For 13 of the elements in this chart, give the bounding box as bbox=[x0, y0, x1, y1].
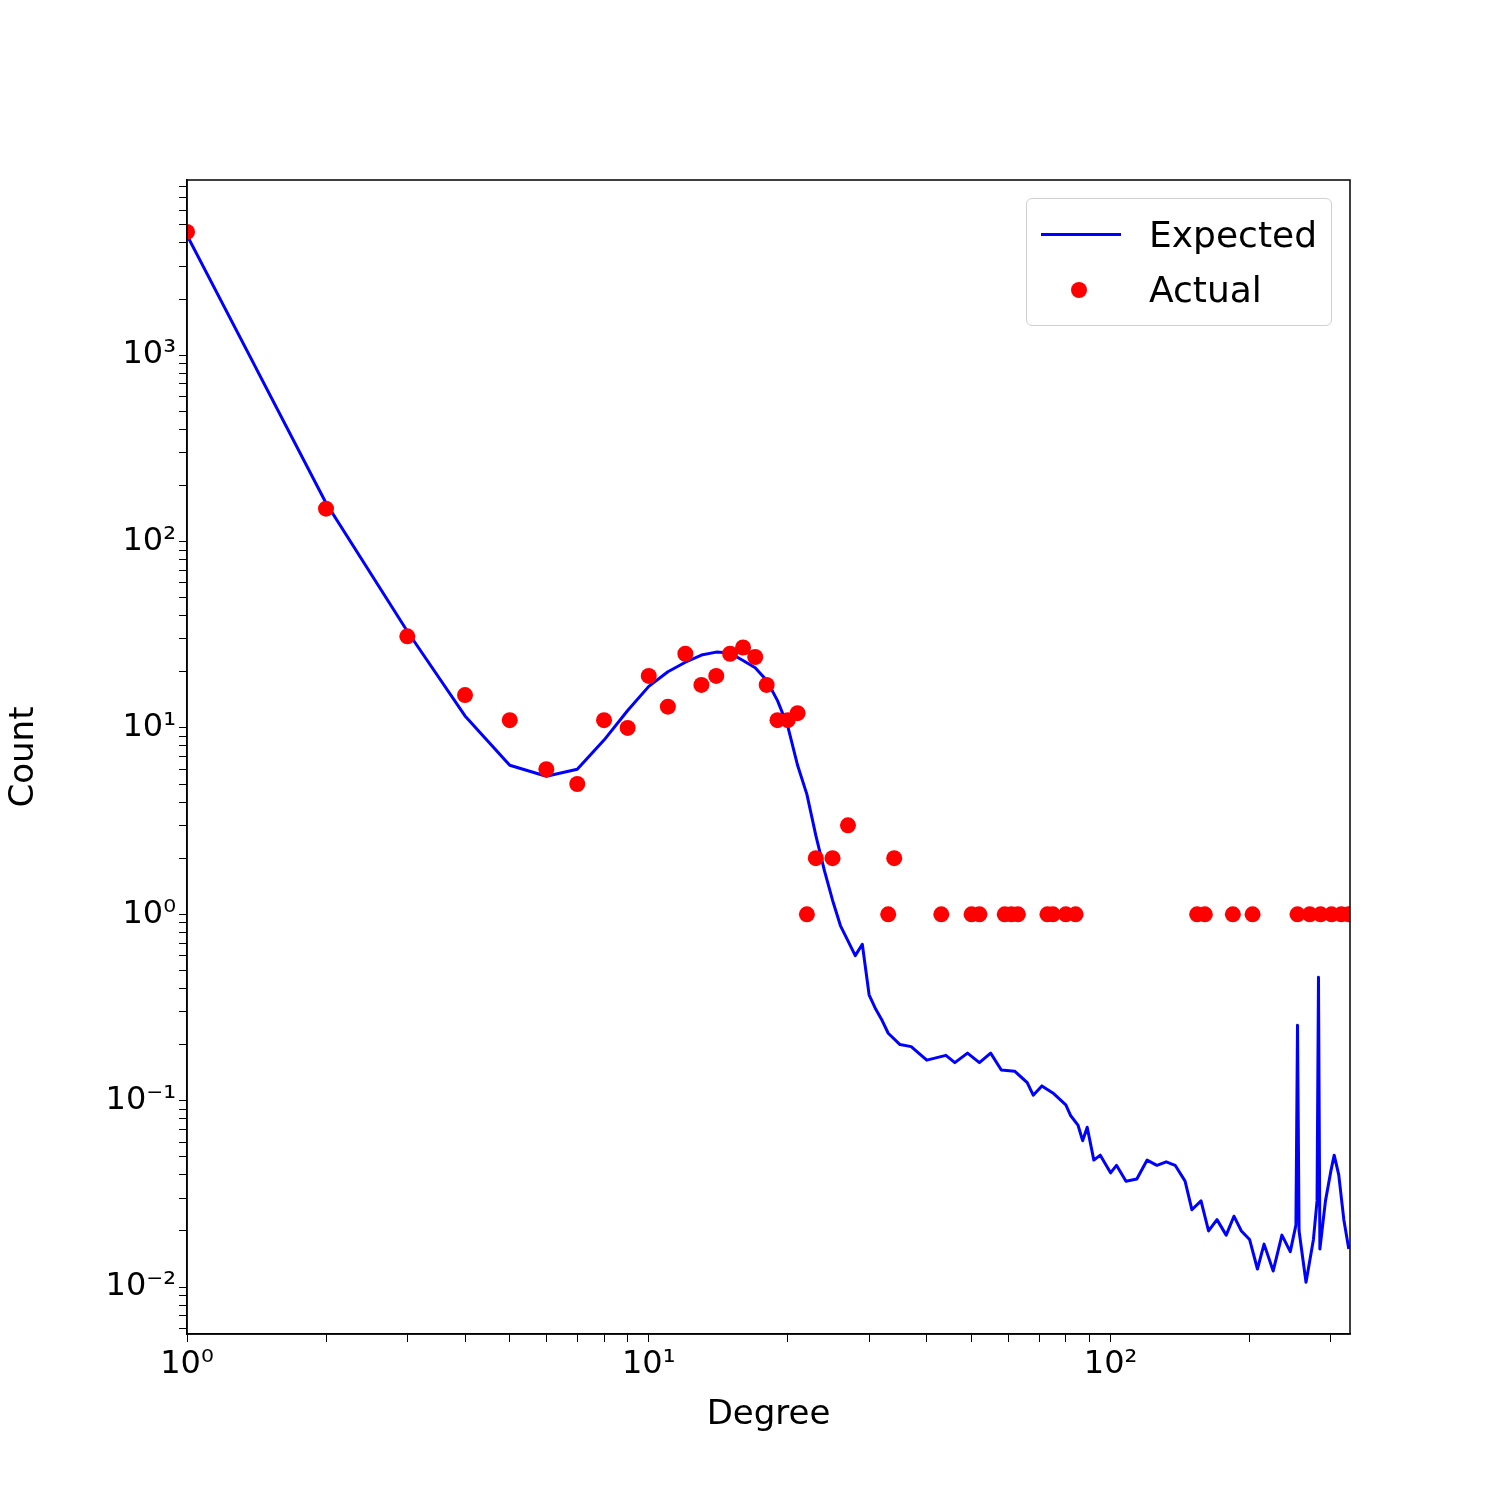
x-tick-label: 10¹ bbox=[622, 1342, 676, 1381]
y-tick-label: 10¹ bbox=[122, 706, 176, 745]
y-tick-label: 10⁰ bbox=[122, 892, 176, 931]
y-tick-label: 10⁻¹ bbox=[105, 1078, 176, 1117]
x-tick-label: 10² bbox=[1083, 1342, 1138, 1381]
x-axis-title: Degree bbox=[706, 1392, 831, 1433]
y-axis-title: Count bbox=[1, 706, 42, 808]
legend-label: Actual bbox=[1149, 269, 1262, 310]
y-tick-label: 10⁻² bbox=[105, 1265, 176, 1304]
y-tick-label: 10³ bbox=[122, 333, 176, 372]
legend-label: Expected bbox=[1149, 214, 1317, 255]
y-tick-label: 10² bbox=[122, 519, 176, 558]
x-tick-label: 10⁰ bbox=[160, 1342, 214, 1381]
